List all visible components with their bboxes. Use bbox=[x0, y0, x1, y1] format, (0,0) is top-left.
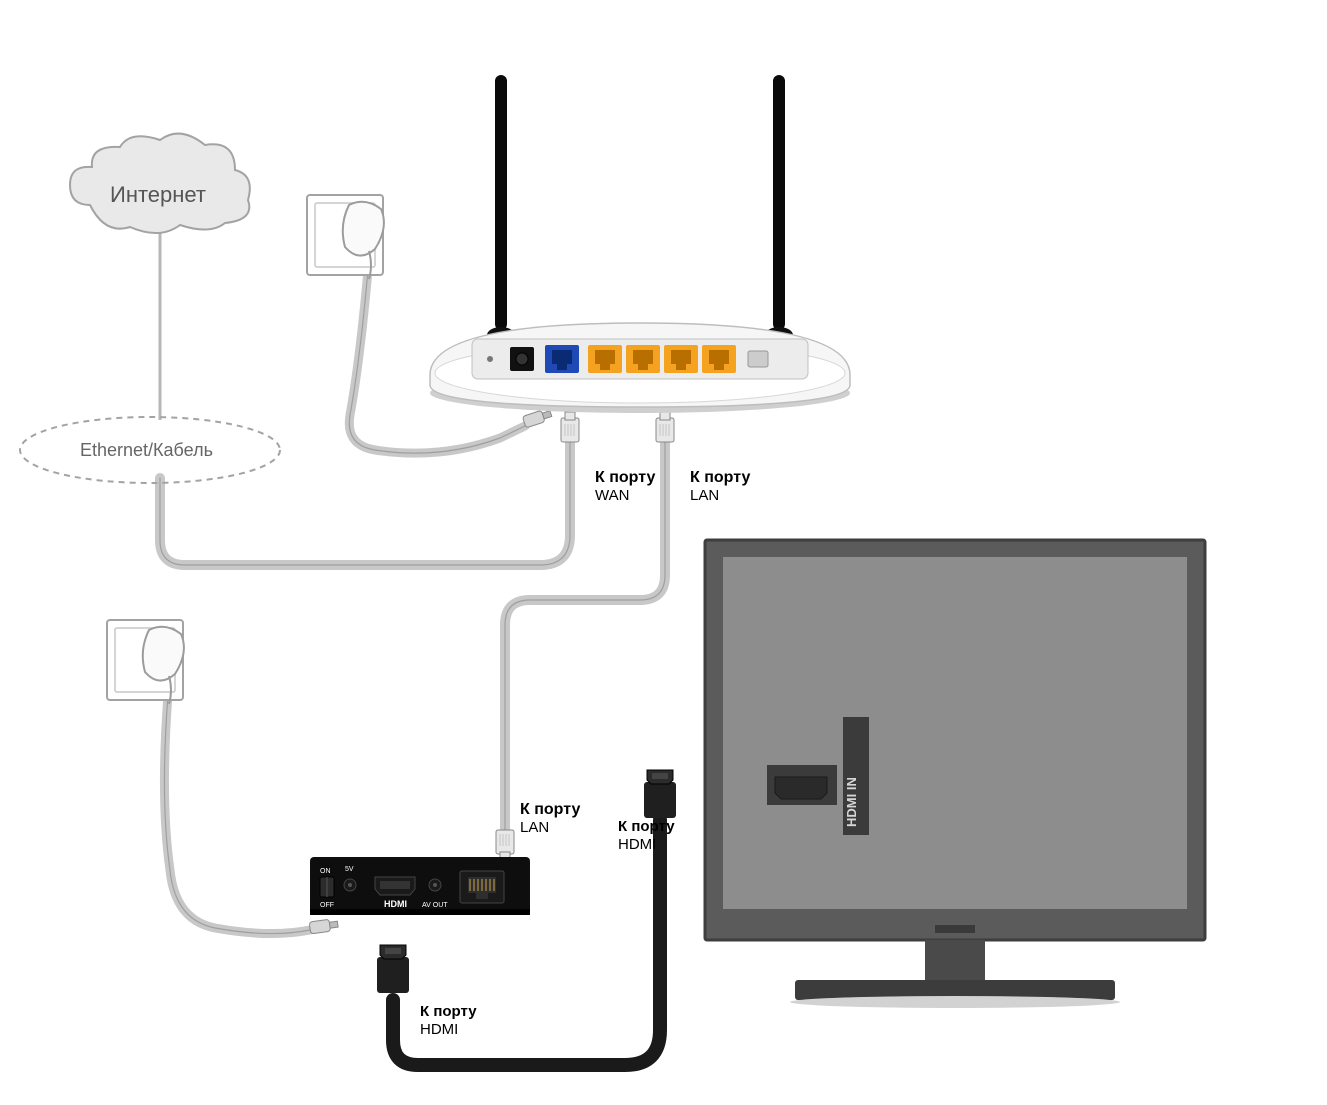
hdmi-text: HDMI bbox=[618, 836, 675, 854]
label-to-lan-bottom: К порту LAN bbox=[520, 800, 580, 837]
label-to-hdmi-stb: К порту HDMI bbox=[420, 1003, 477, 1039]
lan-text: LAN bbox=[690, 487, 750, 505]
to-port-text-4: К порту bbox=[618, 818, 675, 835]
to-port-text-2: К порту bbox=[690, 469, 750, 486]
router-icon bbox=[430, 75, 850, 413]
internet-cloud-label: Интернет bbox=[110, 182, 206, 208]
settop-box-icon: ON OFF 5V HDMI AV OUT bbox=[310, 857, 530, 915]
rj45-connector-wan bbox=[561, 412, 579, 442]
router-antenna-left bbox=[487, 75, 515, 343]
stb-hdmi-port bbox=[375, 877, 415, 895]
hdmi-connector-stb bbox=[377, 945, 409, 993]
router-port-wan bbox=[545, 345, 579, 373]
wall-outlet-top bbox=[307, 195, 384, 279]
to-port-text: К порту bbox=[595, 469, 655, 486]
stb-label-hdmi: HDMI bbox=[384, 899, 407, 909]
lan-text-2: LAN bbox=[520, 819, 580, 837]
rj45-connector-lan-top bbox=[656, 412, 674, 442]
stb-label-off: OFF bbox=[320, 902, 334, 909]
dc-plug-stb bbox=[309, 918, 338, 934]
connection-diagram: ON OFF 5V HDMI AV OUT HDMI IN Интернет E… bbox=[0, 0, 1327, 1105]
stb-label-avout: AV OUT bbox=[422, 902, 448, 909]
tv-hdmi-in-label: HDMI IN bbox=[844, 777, 859, 827]
cable-power-stb bbox=[164, 695, 310, 934]
label-to-wan: К порту WAN bbox=[595, 468, 655, 505]
stb-label-5v: 5V bbox=[345, 866, 354, 873]
wan-text: WAN bbox=[595, 487, 655, 505]
stb-lan-port bbox=[460, 871, 504, 903]
to-port-text-3: К порту bbox=[520, 801, 580, 818]
tv-icon: HDMI IN bbox=[705, 540, 1205, 1008]
label-to-hdmi-tv: К порту HDMI bbox=[618, 818, 675, 854]
stb-label-on: ON bbox=[320, 868, 331, 875]
to-port-text-5: К порту bbox=[420, 1003, 477, 1020]
hdmi-connector-tv bbox=[644, 770, 676, 818]
rj45-connector-lan-bottom bbox=[496, 830, 514, 860]
label-to-lan-top: К порту LAN bbox=[690, 468, 750, 505]
router-antenna-right bbox=[765, 75, 793, 343]
ethernet-oval-label: Ethernet/Кабель bbox=[80, 440, 213, 462]
wall-outlet-bottom bbox=[107, 620, 184, 704]
hdmi-text-2: HDMI bbox=[420, 1021, 477, 1039]
